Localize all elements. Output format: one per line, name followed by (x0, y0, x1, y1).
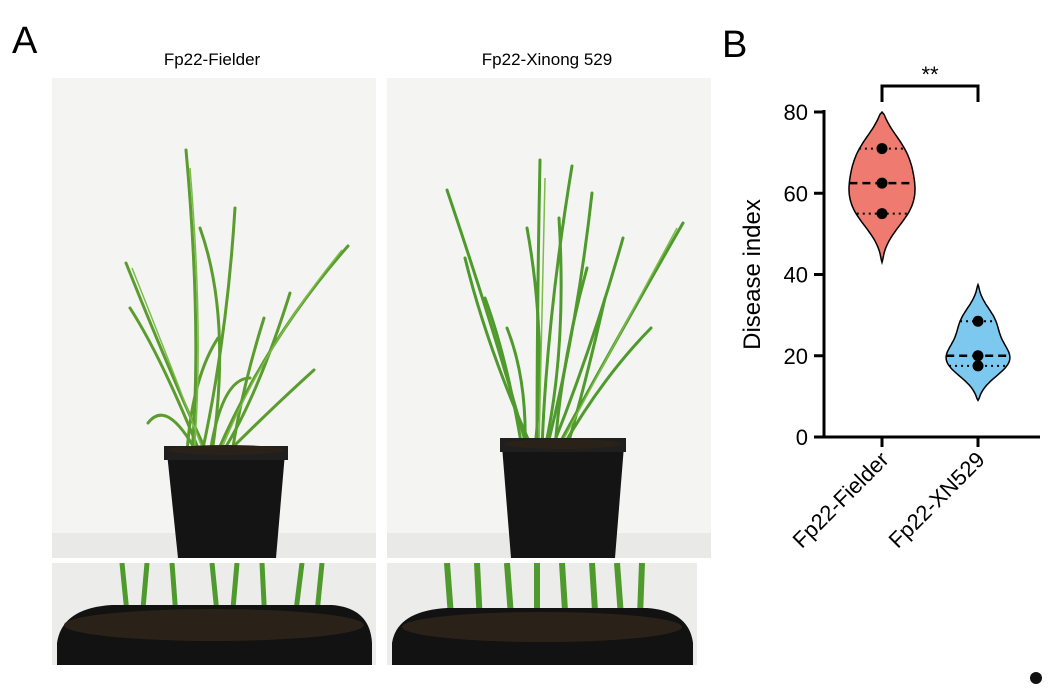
x-category-label: Fp22-Fielder (788, 447, 894, 553)
photo-xinong-closeup (387, 563, 697, 665)
y-tick-label: 0 (796, 425, 808, 450)
y-tick-label: 60 (784, 181, 808, 206)
data-point (876, 143, 888, 155)
data-point (972, 350, 984, 362)
y-tick-label: 80 (784, 100, 808, 125)
violin-shape (945, 282, 1011, 402)
y-tick-label: 20 (784, 344, 808, 369)
photo-title-fielder: Fp22-Fielder (163, 50, 261, 69)
violin-chart: 0 20 40 60 80 Disease index Fp22-FielderFp22-… (739, 62, 1040, 553)
photo-title-xinong: Fp22-Xinong 529 (481, 50, 613, 69)
panel-label-a: A (12, 20, 38, 62)
y-tick-label: 40 (784, 263, 808, 288)
significance-bracket (880, 84, 980, 102)
significance-label: ** (921, 62, 939, 87)
data-point (972, 315, 984, 327)
x-category-label: Fp22-XN529 (884, 447, 990, 553)
photo-fielder-closeup (52, 563, 376, 665)
data-point (972, 360, 984, 372)
data-point (876, 177, 888, 189)
photo-xinong-plant (387, 78, 711, 558)
corner-dot (1030, 672, 1042, 684)
panel-label-b: B (722, 24, 748, 66)
photo-fielder-plant (52, 78, 376, 558)
data-point (876, 208, 888, 220)
y-axis-label: Disease index (739, 199, 766, 350)
